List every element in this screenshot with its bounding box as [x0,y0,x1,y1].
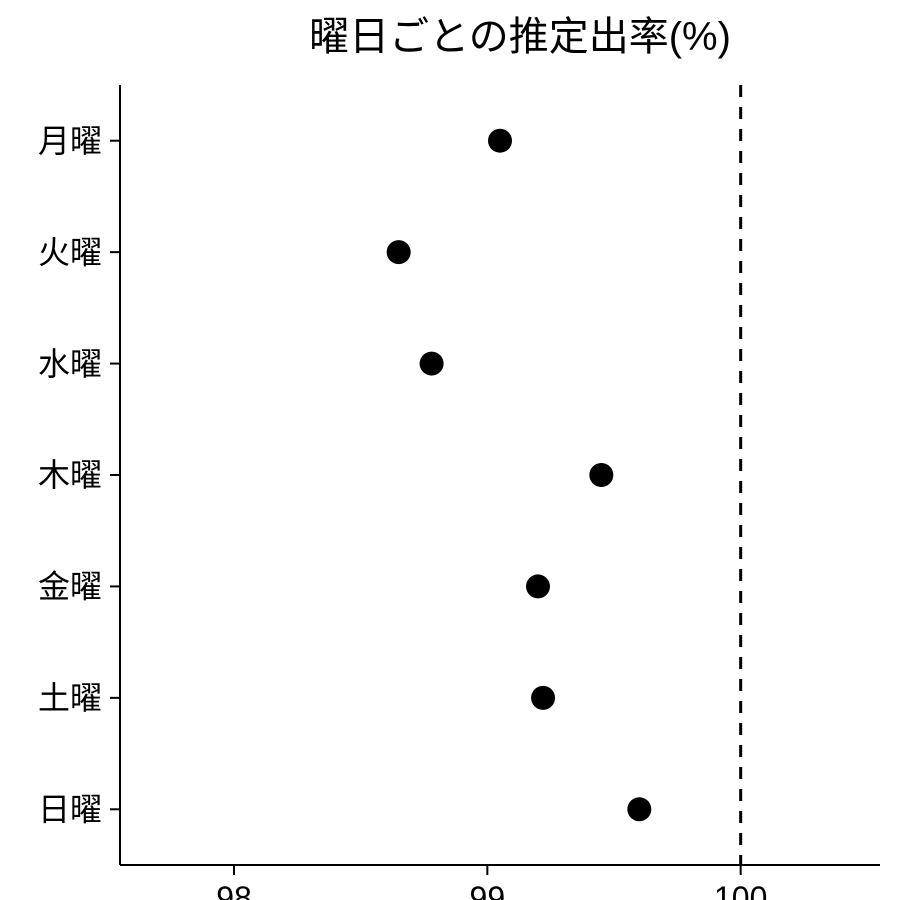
data-point [531,686,555,710]
data-point [488,129,512,153]
y-tick-label: 木曜 [38,457,102,493]
y-tick-label: 水曜 [38,346,102,382]
chart-title: 曜日ごとの推定出率(%) [309,15,731,59]
data-point [387,240,411,264]
data-point [420,352,444,376]
y-tick-label: 日曜 [38,791,102,827]
y-tick-label: 月曜 [38,123,102,159]
x-tick-label: 100 [714,880,767,900]
x-tick-label: 99 [470,880,506,900]
y-tick-label: 土曜 [38,680,102,716]
data-point [589,463,613,487]
chart-svg: 曜日ごとの推定出率(%) 98 99 100 月曜火曜水曜木曜金曜土曜日曜 [0,0,900,900]
dot-plot-chart: 曜日ごとの推定出率(%) 98 99 100 月曜火曜水曜木曜金曜土曜日曜 [0,0,900,900]
data-point [526,574,550,598]
data-point [627,797,651,821]
y-tick-label: 火曜 [38,234,102,270]
y-tick-label: 金曜 [38,569,102,605]
x-tick-label: 98 [216,880,252,900]
